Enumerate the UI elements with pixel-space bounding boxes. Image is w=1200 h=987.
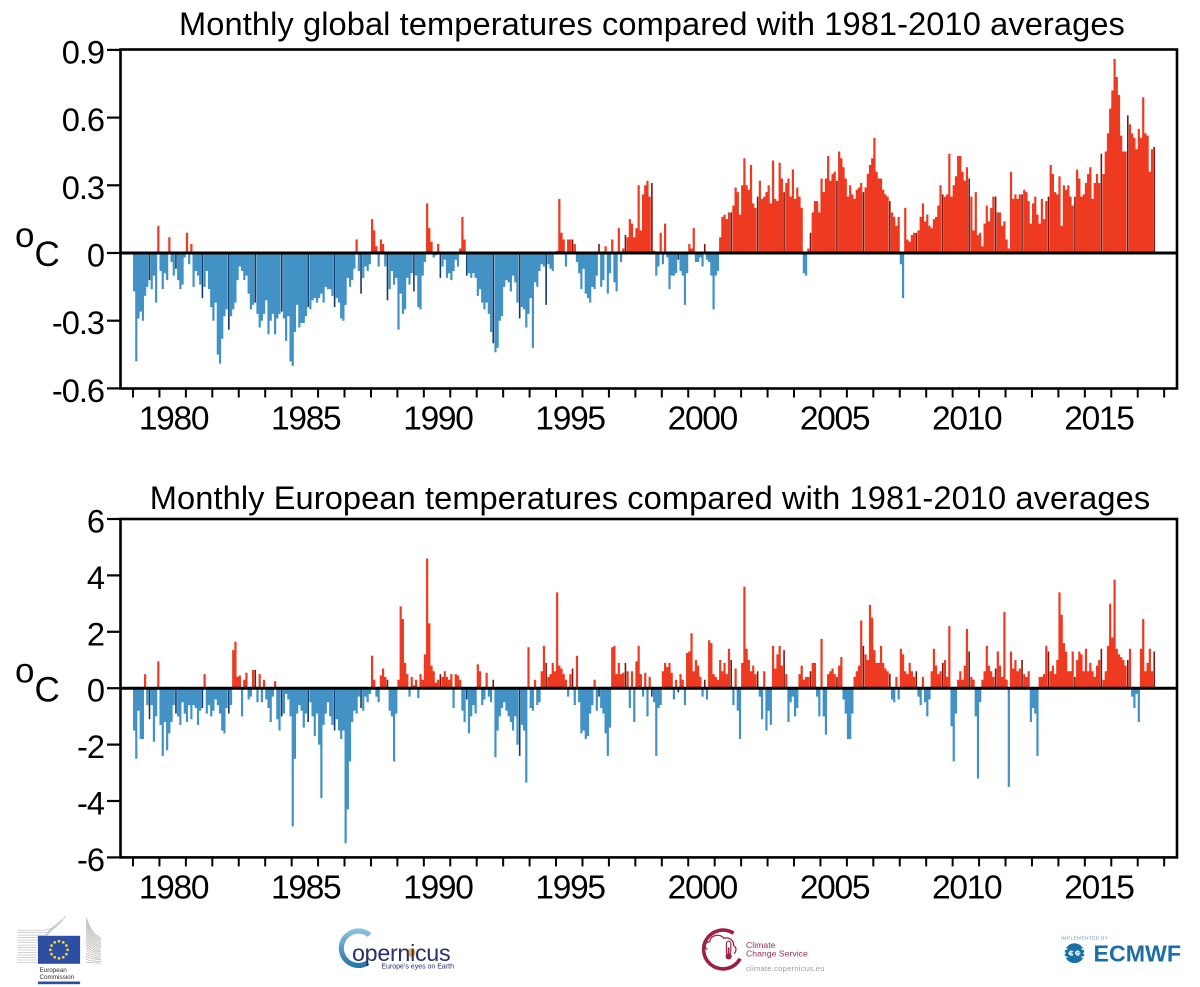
svg-text:climate.copernicus.eu: climate.copernicus.eu bbox=[746, 964, 825, 973]
svg-text:2010: 2010 bbox=[932, 869, 1002, 906]
svg-text:-4: -4 bbox=[77, 784, 105, 821]
svg-text:6: 6 bbox=[87, 502, 104, 539]
svg-text:1995: 1995 bbox=[535, 869, 605, 906]
svg-text:2015: 2015 bbox=[1064, 869, 1134, 906]
svg-text:0.9: 0.9 bbox=[62, 33, 104, 70]
svg-text:2015: 2015 bbox=[1064, 401, 1134, 438]
svg-text:1990: 1990 bbox=[403, 401, 473, 438]
svg-text:2000: 2000 bbox=[668, 869, 738, 906]
svg-text:1985: 1985 bbox=[271, 401, 341, 438]
svg-text:IMPLEMENTED BY: IMPLEMENTED BY bbox=[1061, 936, 1109, 942]
svg-text:-0.3: -0.3 bbox=[52, 304, 104, 341]
svg-text:1995: 1995 bbox=[535, 401, 605, 438]
svg-text:2010: 2010 bbox=[932, 401, 1002, 438]
svg-text:2005: 2005 bbox=[800, 401, 870, 438]
svg-text:European: European bbox=[40, 967, 68, 974]
svg-text:1985: 1985 bbox=[271, 869, 341, 906]
svg-text:Monthly global temperatures co: Monthly global temperatures compared wit… bbox=[179, 5, 1125, 42]
svg-text:ECMWF: ECMWF bbox=[1094, 940, 1182, 966]
svg-text:2: 2 bbox=[87, 615, 104, 652]
svg-text:4: 4 bbox=[87, 559, 105, 596]
svg-text:1980: 1980 bbox=[139, 869, 209, 906]
svg-text:2000: 2000 bbox=[668, 401, 738, 438]
svg-text:Climate: Climate bbox=[746, 940, 776, 950]
svg-text:Europe’s eyes on Earth: Europe’s eyes on Earth bbox=[381, 964, 454, 971]
svg-text:opernicus: opernicus bbox=[352, 940, 450, 966]
svg-text:-0.6: -0.6 bbox=[52, 372, 104, 409]
svg-text:0.6: 0.6 bbox=[62, 101, 104, 138]
svg-text:Change Service: Change Service bbox=[746, 949, 808, 959]
svg-text:Commission: Commission bbox=[40, 974, 75, 981]
svg-text:1990: 1990 bbox=[403, 869, 473, 906]
svg-text:0.3: 0.3 bbox=[62, 169, 104, 206]
svg-text:Monthly European temperatures: Monthly European temperatures compared w… bbox=[150, 479, 1150, 516]
svg-text:2005: 2005 bbox=[800, 869, 870, 906]
svg-text:-6: -6 bbox=[77, 841, 104, 878]
svg-text:1980: 1980 bbox=[139, 401, 209, 438]
svg-text:oC: oC bbox=[15, 651, 60, 709]
svg-text:0: 0 bbox=[87, 672, 104, 709]
svg-text:-2: -2 bbox=[77, 728, 104, 765]
svg-text:0: 0 bbox=[87, 236, 104, 273]
svg-text:oC: oC bbox=[15, 216, 60, 274]
